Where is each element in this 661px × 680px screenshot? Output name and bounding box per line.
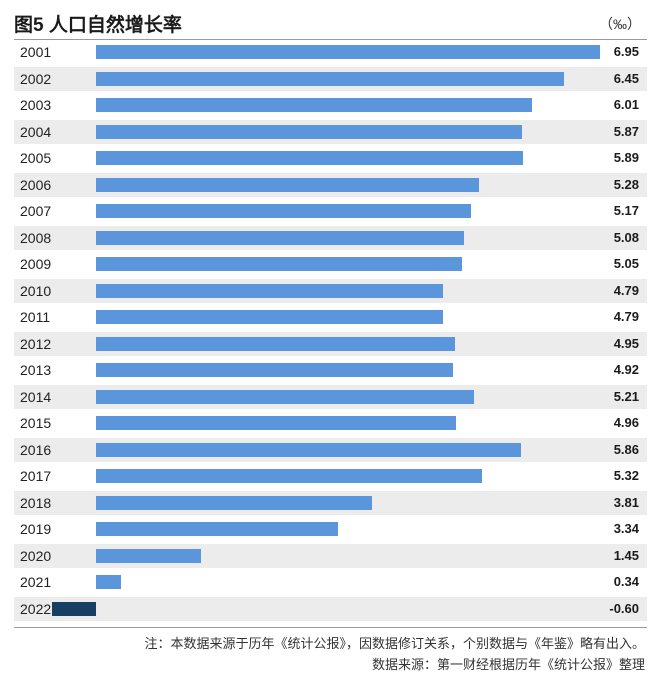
chart-row: 2001 6.95 [14,40,647,64]
footnote-source: 数据来源：第一财经根据历年《统计公报》整理 [371,657,645,672]
chart-row: 2009 5.05 [14,252,647,276]
value-label: 3.34 [613,521,639,536]
year-label: 2004 [20,123,52,140]
year-label: 2006 [20,176,52,193]
value-label: 3.81 [613,494,639,510]
bar [96,151,524,165]
value-label: -0.60 [609,600,639,616]
bar [96,257,463,271]
value-label: 5.21 [613,388,639,404]
chart-row: 2002 6.45 [14,66,647,91]
bar-chart: 2001 6.95 2002 6.45 2003 6.01 2004 5.87 2005 5.89… [14,40,647,622]
chart-row: 2015 4.96 [14,411,647,435]
value-label: 5.17 [613,203,639,218]
value-label: 5.08 [613,229,639,245]
bar [96,204,471,218]
chart-row: 2012 4.95 [14,331,647,356]
chart-row: 2003 6.01 [14,93,647,117]
year-label: 2015 [20,415,52,431]
chart-row: 2019 3.34 [14,517,647,541]
bar [96,389,474,404]
footnote-note: 注：本数据来源于历年《统计公报》，因数据修订关系，个别数据与《年鉴》略有出入。 [144,636,645,651]
chart-row: 2007 5.17 [14,199,647,223]
chart-row: 2020 1.45 [14,543,647,568]
value-label: 5.87 [613,123,639,139]
value-label: 5.86 [613,441,639,457]
year-label: 2014 [20,388,52,405]
value-label: 4.79 [613,282,639,298]
year-label: 2017 [20,468,52,484]
value-label: 6.45 [613,70,639,86]
year-label: 2016 [20,441,52,458]
chart-row: 2008 5.08 [14,225,647,250]
value-label: 5.89 [613,150,639,165]
bar [96,442,521,457]
value-label: 6.95 [613,44,639,59]
top-divider [14,39,647,40]
value-label: 5.28 [613,176,639,192]
value-label: 5.05 [613,256,639,271]
chart-row: 2014 5.21 [14,384,647,409]
bar [96,45,600,59]
bar [96,548,202,563]
year-label: 2001 [20,44,52,60]
year-label: 2007 [20,203,52,219]
chart-row: 2021 0.34 [14,570,647,594]
year-label: 2020 [20,547,52,564]
chart-row: 2005 5.89 [14,146,647,170]
value-label: 4.92 [613,362,639,377]
bar [96,98,532,112]
year-label: 2018 [20,494,52,511]
year-label: 2022 [20,600,52,617]
year-label: 2003 [20,97,52,113]
bottom-divider [14,627,647,628]
chart-row: 2011 4.79 [14,305,647,329]
chart-row: 2017 5.32 [14,464,647,488]
chart-row: 2022 -0.60 [14,596,647,621]
year-label: 2002 [20,70,52,87]
year-label: 2011 [20,309,51,325]
year-label: 2010 [20,282,52,299]
year-label: 2012 [20,335,52,352]
bar [96,363,453,377]
chart-row: 2013 4.92 [14,358,647,382]
bar [96,575,121,589]
chart-title: 图5 人口自然增长率 [14,15,182,36]
value-label: 0.34 [613,574,639,589]
bar [96,310,444,324]
bar [96,495,373,510]
chart-row: 2004 5.87 [14,119,647,144]
chart-row: 2016 5.86 [14,437,647,462]
year-label: 2021 [20,574,52,590]
year-label: 2005 [20,150,52,166]
value-label: 5.32 [613,468,639,483]
value-label: 1.45 [613,547,639,563]
unit-label: （‰） [599,16,641,32]
bar [96,522,339,536]
value-label: 4.96 [613,415,639,430]
year-label: 2009 [20,256,52,272]
bar [96,177,479,192]
chart-row: 2010 4.79 [14,278,647,303]
bar [96,469,482,483]
bar [96,416,456,430]
year-label: 2019 [20,521,52,537]
bar [96,124,522,139]
chart-row: 2018 3.81 [14,490,647,515]
value-label: 4.79 [613,309,639,324]
value-label: 6.01 [613,97,639,112]
year-label: 2013 [20,362,52,378]
bar [96,230,465,245]
bar-negative [52,601,96,616]
bar [96,71,564,86]
chart-row: 2006 5.28 [14,172,647,197]
bar [96,283,444,298]
bar [96,336,455,351]
year-label: 2008 [20,229,52,246]
value-label: 4.95 [613,335,639,351]
